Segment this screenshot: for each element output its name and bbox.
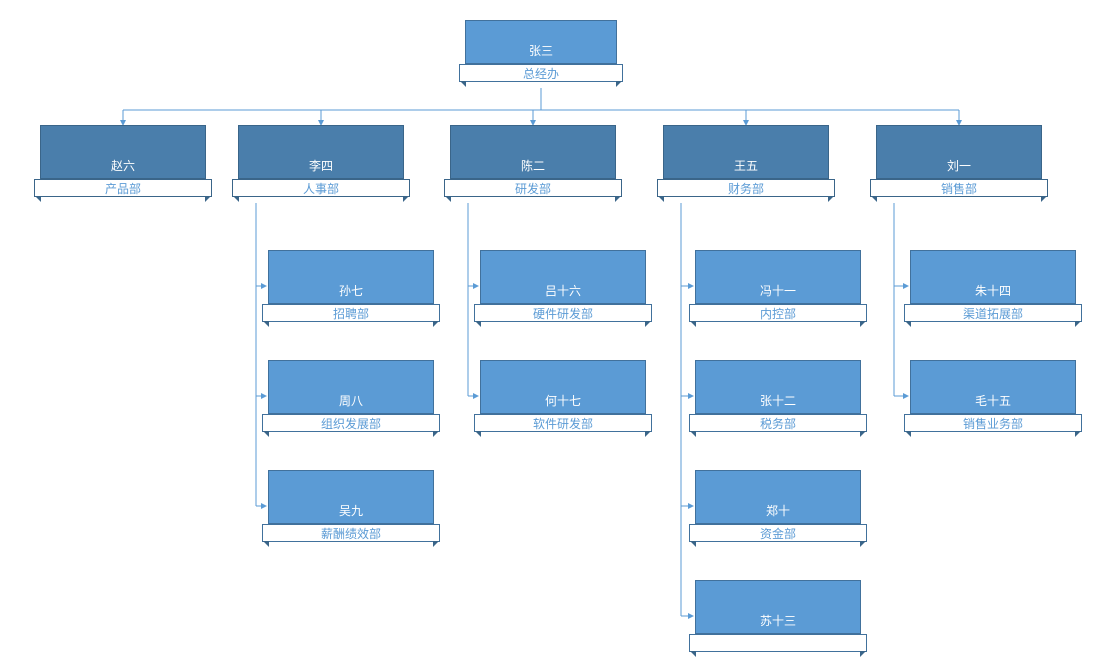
org-node-label: 组织发展部 (262, 414, 440, 432)
org-node-d2: 李四人事部 (238, 125, 404, 197)
org-node-name: 王五 (663, 125, 829, 179)
org-node-name: 郑十 (695, 470, 861, 524)
org-node-name: 苏十三 (695, 580, 861, 634)
org-node-d4a: 冯十一内控部 (695, 250, 861, 322)
org-node-name: 张十二 (695, 360, 861, 414)
org-node-label: 软件研发部 (474, 414, 652, 432)
org-node-label: 产品部 (34, 179, 212, 197)
org-node-name: 吕十六 (480, 250, 646, 304)
org-node-d2b: 周八组织发展部 (268, 360, 434, 432)
org-node-label (689, 634, 867, 652)
org-node-d3b: 何十七软件研发部 (480, 360, 646, 432)
org-node-d3: 陈二研发部 (450, 125, 616, 197)
org-node-name: 朱十四 (910, 250, 1076, 304)
org-node-label: 税务部 (689, 414, 867, 432)
org-node-name: 刘一 (876, 125, 1042, 179)
org-node-d5: 刘一销售部 (876, 125, 1042, 197)
org-node-label: 总经办 (459, 64, 623, 82)
org-node-label: 内控部 (689, 304, 867, 322)
org-node-label: 渠道拓展部 (904, 304, 1082, 322)
org-node-name: 冯十一 (695, 250, 861, 304)
org-node-d2a: 孙七招聘部 (268, 250, 434, 322)
org-node-name: 李四 (238, 125, 404, 179)
org-node-d5b: 毛十五销售业务部 (910, 360, 1076, 432)
org-node-name: 陈二 (450, 125, 616, 179)
org-node-label: 人事部 (232, 179, 410, 197)
org-node-d4b: 张十二税务部 (695, 360, 861, 432)
org-node-label: 薪酬绩效部 (262, 524, 440, 542)
org-node-name: 周八 (268, 360, 434, 414)
org-node-d5a: 朱十四渠道拓展部 (910, 250, 1076, 322)
org-node-name: 孙七 (268, 250, 434, 304)
org-node-name: 何十七 (480, 360, 646, 414)
org-node-root: 张三总经办 (465, 20, 617, 82)
org-node-label: 销售部 (870, 179, 1048, 197)
org-node-name: 吴九 (268, 470, 434, 524)
org-node-d4d: 苏十三 (695, 580, 861, 652)
org-chart-connectors (0, 0, 1106, 648)
org-node-name: 毛十五 (910, 360, 1076, 414)
org-node-d4: 王五财务部 (663, 125, 829, 197)
org-node-label: 销售业务部 (904, 414, 1082, 432)
org-node-d1: 赵六产品部 (40, 125, 206, 197)
org-node-label: 财务部 (657, 179, 835, 197)
org-node-label: 资金部 (689, 524, 867, 542)
org-node-label: 研发部 (444, 179, 622, 197)
org-node-label: 招聘部 (262, 304, 440, 322)
org-node-name: 赵六 (40, 125, 206, 179)
org-node-name: 张三 (465, 20, 617, 64)
org-node-d4c: 郑十资金部 (695, 470, 861, 542)
org-node-d2c: 吴九薪酬绩效部 (268, 470, 434, 542)
org-node-d3a: 吕十六硬件研发部 (480, 250, 646, 322)
org-node-label: 硬件研发部 (474, 304, 652, 322)
